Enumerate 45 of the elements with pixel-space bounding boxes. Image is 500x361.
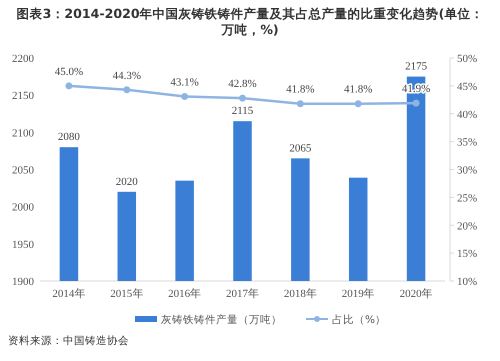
data-label: 2065 <box>289 142 312 154</box>
x-tick-label: 2014年 <box>52 288 86 300</box>
y2-tick-label: 10% <box>457 276 478 288</box>
y2-tick-label: 50% <box>457 53 478 65</box>
y-tick-label: 2100 <box>12 127 34 140</box>
x-tick-label: 2015年 <box>110 288 144 300</box>
data-label: 44.3% <box>112 70 141 82</box>
y2-tick-label: 35% <box>457 136 478 149</box>
y-tick-label: 1900 <box>12 276 34 288</box>
text: 资料来源：中国铸造协会 <box>8 334 129 347</box>
data-label: 45.0% <box>54 66 84 78</box>
point <box>65 82 72 90</box>
point <box>123 86 130 94</box>
y-tick-label: 1950 <box>12 238 34 251</box>
y-tick-label: 2200 <box>12 53 34 65</box>
y2-tick-label: 45% <box>457 80 478 93</box>
x-tick-label: 2016年 <box>168 288 202 300</box>
point <box>239 94 246 102</box>
data-label: 2115 <box>232 105 254 118</box>
y2-tick-label: 20% <box>457 220 478 232</box>
y2-tick-label: 30% <box>457 164 478 176</box>
legend-label: 占比（%） <box>332 313 386 326</box>
title: 图表3：2014-2020年中国灰铸铁铸件产量及其占总产量的比重变化趋势(单位：万吨，%) <box>16 6 484 38</box>
y-tick-label: 2150 <box>12 90 34 102</box>
y-tick-label: 2000 <box>12 202 34 214</box>
data-label: 42.8% <box>228 78 257 90</box>
x-tick-label: 2018年 <box>284 288 317 300</box>
data-label: 2175 <box>405 60 428 73</box>
data-label: 2020 <box>116 176 138 188</box>
y2-tick-label: 25% <box>457 192 478 204</box>
point <box>181 92 188 100</box>
data-label: 41.8% <box>286 84 315 96</box>
point <box>354 100 362 108</box>
data-label: 43.1% <box>170 76 199 88</box>
y2-tick-label: 40% <box>457 108 478 121</box>
data-label: 41.8% <box>344 84 372 96</box>
data-label: 2080 <box>58 131 80 144</box>
point <box>296 100 304 108</box>
x-tick-label: 2020年 <box>400 288 433 300</box>
x-tick-label: 2019年 <box>342 288 375 300</box>
legend-label: 灰铸铁铸件产量（万吨） <box>161 313 282 326</box>
y-tick-label: 2050 <box>12 164 34 176</box>
y2-tick-label: 15% <box>457 248 478 260</box>
point <box>412 100 420 107</box>
x-tick-label: 2017年 <box>226 288 259 300</box>
